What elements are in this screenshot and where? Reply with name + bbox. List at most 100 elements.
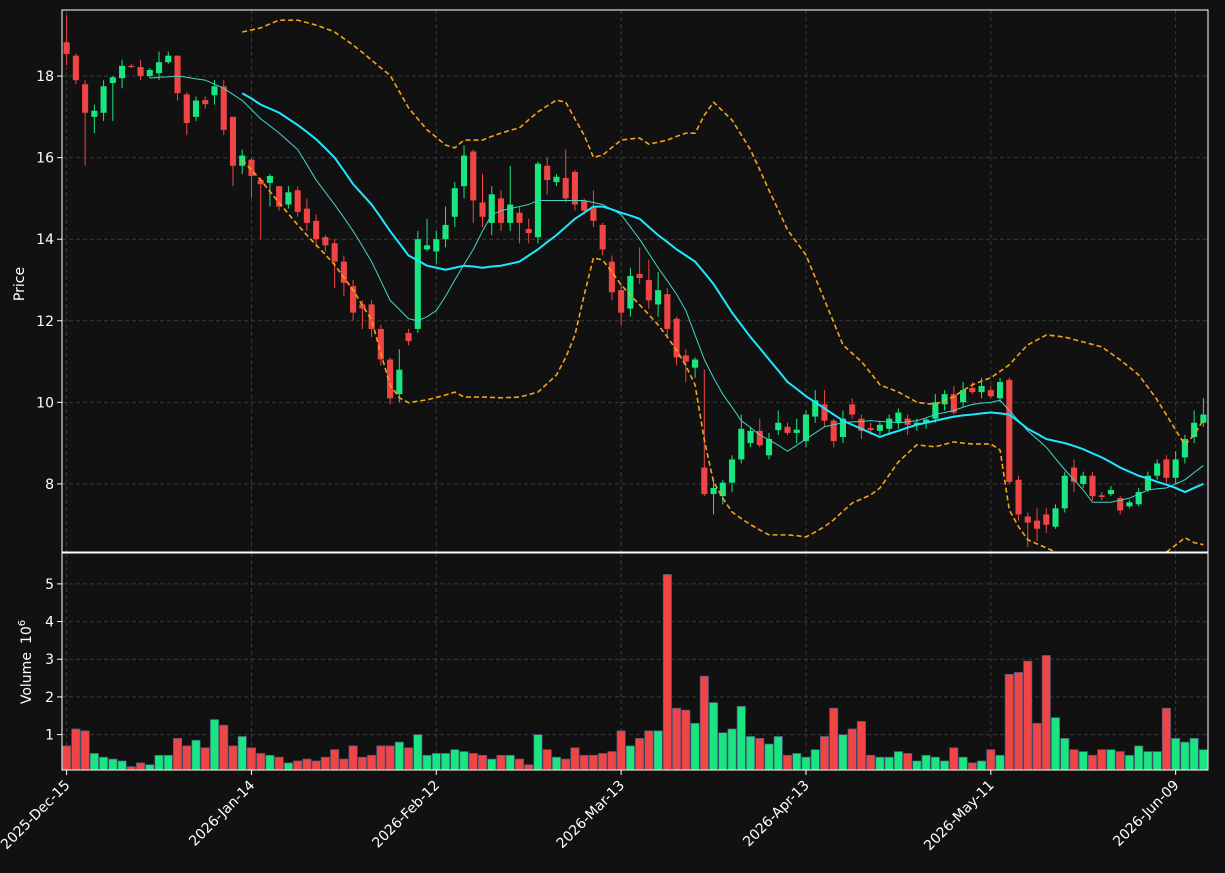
volume-bar bbox=[551, 756, 561, 770]
volume-bar bbox=[89, 753, 99, 770]
candle-body bbox=[673, 318, 680, 358]
candle-body bbox=[618, 290, 625, 313]
volume-bar bbox=[903, 753, 913, 770]
volume-bar bbox=[487, 758, 497, 770]
volume-bar bbox=[1078, 751, 1088, 770]
volume-bar bbox=[570, 747, 580, 770]
candle-body bbox=[747, 430, 754, 444]
candle-body bbox=[997, 381, 1004, 399]
candle-body bbox=[1006, 379, 1013, 482]
volume-bar bbox=[154, 754, 164, 770]
volume-bar bbox=[182, 745, 192, 770]
candle-body bbox=[562, 178, 569, 199]
volume-bar bbox=[1152, 751, 1162, 770]
candle-body bbox=[701, 467, 708, 495]
volume-bar bbox=[163, 754, 173, 770]
volume-bar bbox=[561, 758, 571, 770]
candle-body bbox=[756, 430, 763, 446]
volume-bar bbox=[468, 753, 478, 770]
volume-tick-label: 2 bbox=[45, 690, 54, 706]
candle-body bbox=[599, 224, 606, 250]
candle-body bbox=[1052, 508, 1059, 527]
volume-bar bbox=[62, 745, 72, 770]
volume-bar bbox=[228, 745, 238, 770]
overlay-line bbox=[242, 19, 1205, 446]
volume-bar bbox=[616, 730, 626, 770]
volume-bar bbox=[293, 760, 303, 770]
x-tick-label: 2026-Mar-13 bbox=[554, 778, 628, 852]
candle-body bbox=[1200, 414, 1207, 423]
y-tick-label: 10 bbox=[36, 395, 54, 411]
y-axis-label: Price bbox=[12, 267, 28, 301]
volume-bar bbox=[173, 738, 183, 770]
volume-frame bbox=[61, 552, 1209, 771]
volume-bar bbox=[977, 760, 987, 770]
candle-body bbox=[1070, 467, 1078, 482]
candle-body bbox=[460, 155, 468, 187]
candle-body bbox=[710, 487, 717, 495]
volume-bar bbox=[986, 749, 996, 770]
price-grid bbox=[62, 10, 1208, 552]
volume-bar bbox=[653, 730, 663, 770]
candle-body bbox=[433, 239, 440, 252]
volume-bar bbox=[866, 754, 876, 770]
volume-bar bbox=[477, 754, 488, 770]
volume-bar bbox=[801, 756, 811, 770]
candle-body bbox=[1033, 520, 1041, 529]
volume-bar bbox=[320, 756, 330, 770]
volume-bar bbox=[1171, 738, 1181, 770]
candle-body bbox=[183, 94, 190, 123]
volume-bar bbox=[1087, 754, 1097, 770]
volume-bar bbox=[413, 734, 423, 770]
volume-bar bbox=[505, 754, 515, 770]
volume-bar bbox=[838, 734, 848, 770]
candle-body bbox=[1126, 502, 1133, 507]
candle-body bbox=[1144, 475, 1151, 491]
volume-bar bbox=[1041, 655, 1051, 770]
volume-bar bbox=[875, 756, 885, 770]
candle-body bbox=[359, 304, 366, 309]
candle-body bbox=[396, 369, 403, 395]
candle-body bbox=[1089, 475, 1096, 497]
candle-body bbox=[923, 419, 930, 423]
volume-bar bbox=[1115, 751, 1125, 770]
volume-bar bbox=[367, 754, 377, 770]
volume-bar bbox=[1004, 673, 1014, 770]
candle-body bbox=[119, 65, 126, 79]
volume-bar bbox=[385, 745, 395, 770]
volume-bar bbox=[376, 745, 386, 770]
volume-bar bbox=[995, 754, 1005, 770]
volume-tick-label: 4 bbox=[45, 615, 54, 631]
candle-body bbox=[165, 55, 172, 63]
candle-body bbox=[1191, 422, 1198, 437]
x-tick-label: 2026-May-11 bbox=[921, 778, 998, 855]
overlay-line bbox=[149, 75, 1204, 503]
volume-axis-label: Volume 106 bbox=[17, 620, 35, 704]
candle-body bbox=[682, 355, 689, 362]
candle-body bbox=[109, 77, 116, 84]
volume-bar bbox=[829, 707, 839, 770]
candle-body bbox=[941, 394, 948, 405]
volume-bar bbox=[1060, 738, 1070, 770]
volume-bar bbox=[80, 730, 90, 770]
candle-body bbox=[987, 390, 994, 397]
volume-bar bbox=[662, 574, 672, 770]
x-tick-label: 2026-Jun-09 bbox=[1110, 778, 1182, 850]
volume-bar bbox=[265, 754, 275, 770]
candle-body bbox=[738, 428, 745, 460]
volume-bar bbox=[422, 754, 432, 770]
candle-body bbox=[285, 192, 292, 205]
candle-body bbox=[368, 304, 375, 329]
volume-bar bbox=[108, 758, 118, 770]
candle-body bbox=[451, 188, 458, 217]
candle-body bbox=[488, 194, 495, 223]
volume-bar bbox=[607, 751, 617, 770]
volume-bars bbox=[62, 574, 1208, 770]
candle-body bbox=[636, 273, 643, 278]
volume-bar bbox=[145, 764, 155, 770]
candle-body bbox=[1098, 495, 1105, 497]
volume-bar bbox=[958, 756, 968, 770]
volume-bar bbox=[441, 753, 451, 770]
